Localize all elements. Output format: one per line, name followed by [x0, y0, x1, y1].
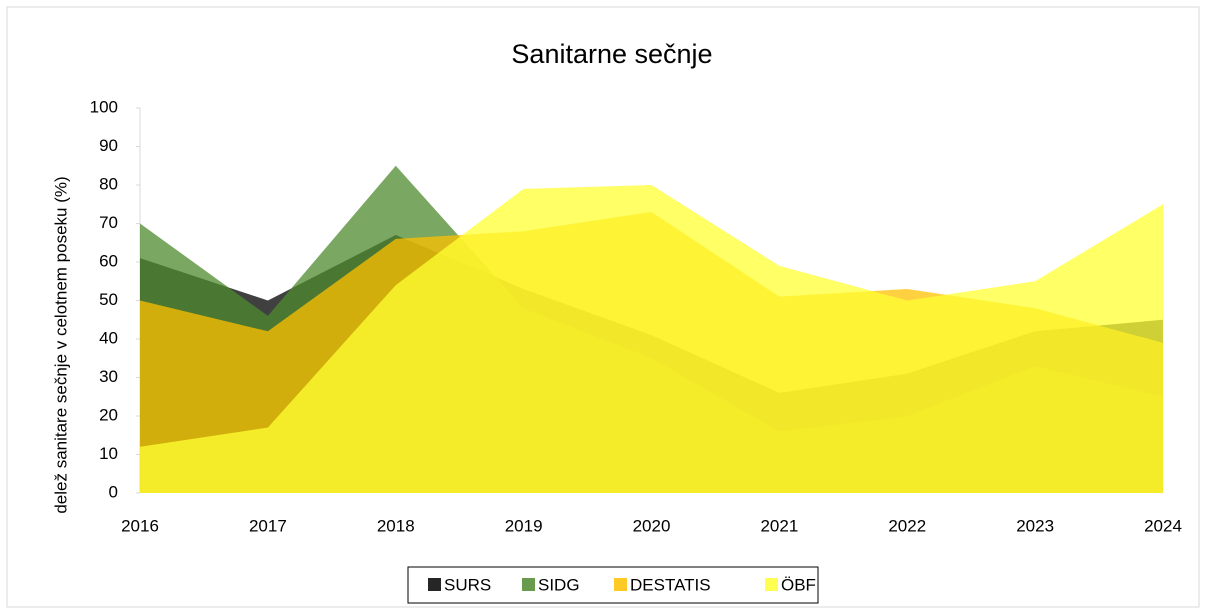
legend-label: DESTATIS	[630, 575, 711, 594]
y-tick-label: 30	[99, 367, 118, 386]
x-tick-label: 2019	[505, 516, 543, 535]
y-tick-label: 40	[99, 328, 118, 347]
y-tick-label: 60	[99, 251, 118, 270]
x-tick-label: 2021	[760, 516, 798, 535]
y-tick-label: 0	[109, 482, 118, 501]
y-tick-label: 10	[99, 444, 118, 463]
legend-swatch	[614, 578, 627, 591]
x-tick-label: 2016	[121, 516, 159, 535]
y-tick-label: 90	[99, 136, 118, 155]
x-tick-label: 2018	[377, 516, 415, 535]
legend-swatch	[522, 578, 535, 591]
legend-swatch	[428, 578, 441, 591]
legend-label: SIDG	[538, 575, 580, 594]
area	[140, 185, 1163, 493]
y-tick-label: 20	[99, 405, 118, 424]
y-axis-title: delež sanitare sečnje v celotnem poseku …	[51, 176, 70, 513]
legend-label: ÖBF	[781, 575, 816, 594]
y-tick-label: 50	[99, 290, 118, 309]
chart-title: Sanitarne sečnje	[511, 39, 712, 69]
x-tick-label: 2024	[1144, 516, 1182, 535]
legend-label: SURS	[444, 575, 491, 594]
x-tick-label: 2020	[633, 516, 671, 535]
legend-swatch	[765, 578, 778, 591]
legend-box	[407, 566, 819, 604]
y-tick-label: 80	[99, 174, 118, 193]
x-tick-label: 2022	[888, 516, 926, 535]
x-tick-label: 2017	[249, 516, 287, 535]
y-tick-label: 100	[90, 97, 118, 116]
x-tick-label: 2023	[1016, 516, 1054, 535]
y-tick-label: 70	[99, 213, 118, 232]
